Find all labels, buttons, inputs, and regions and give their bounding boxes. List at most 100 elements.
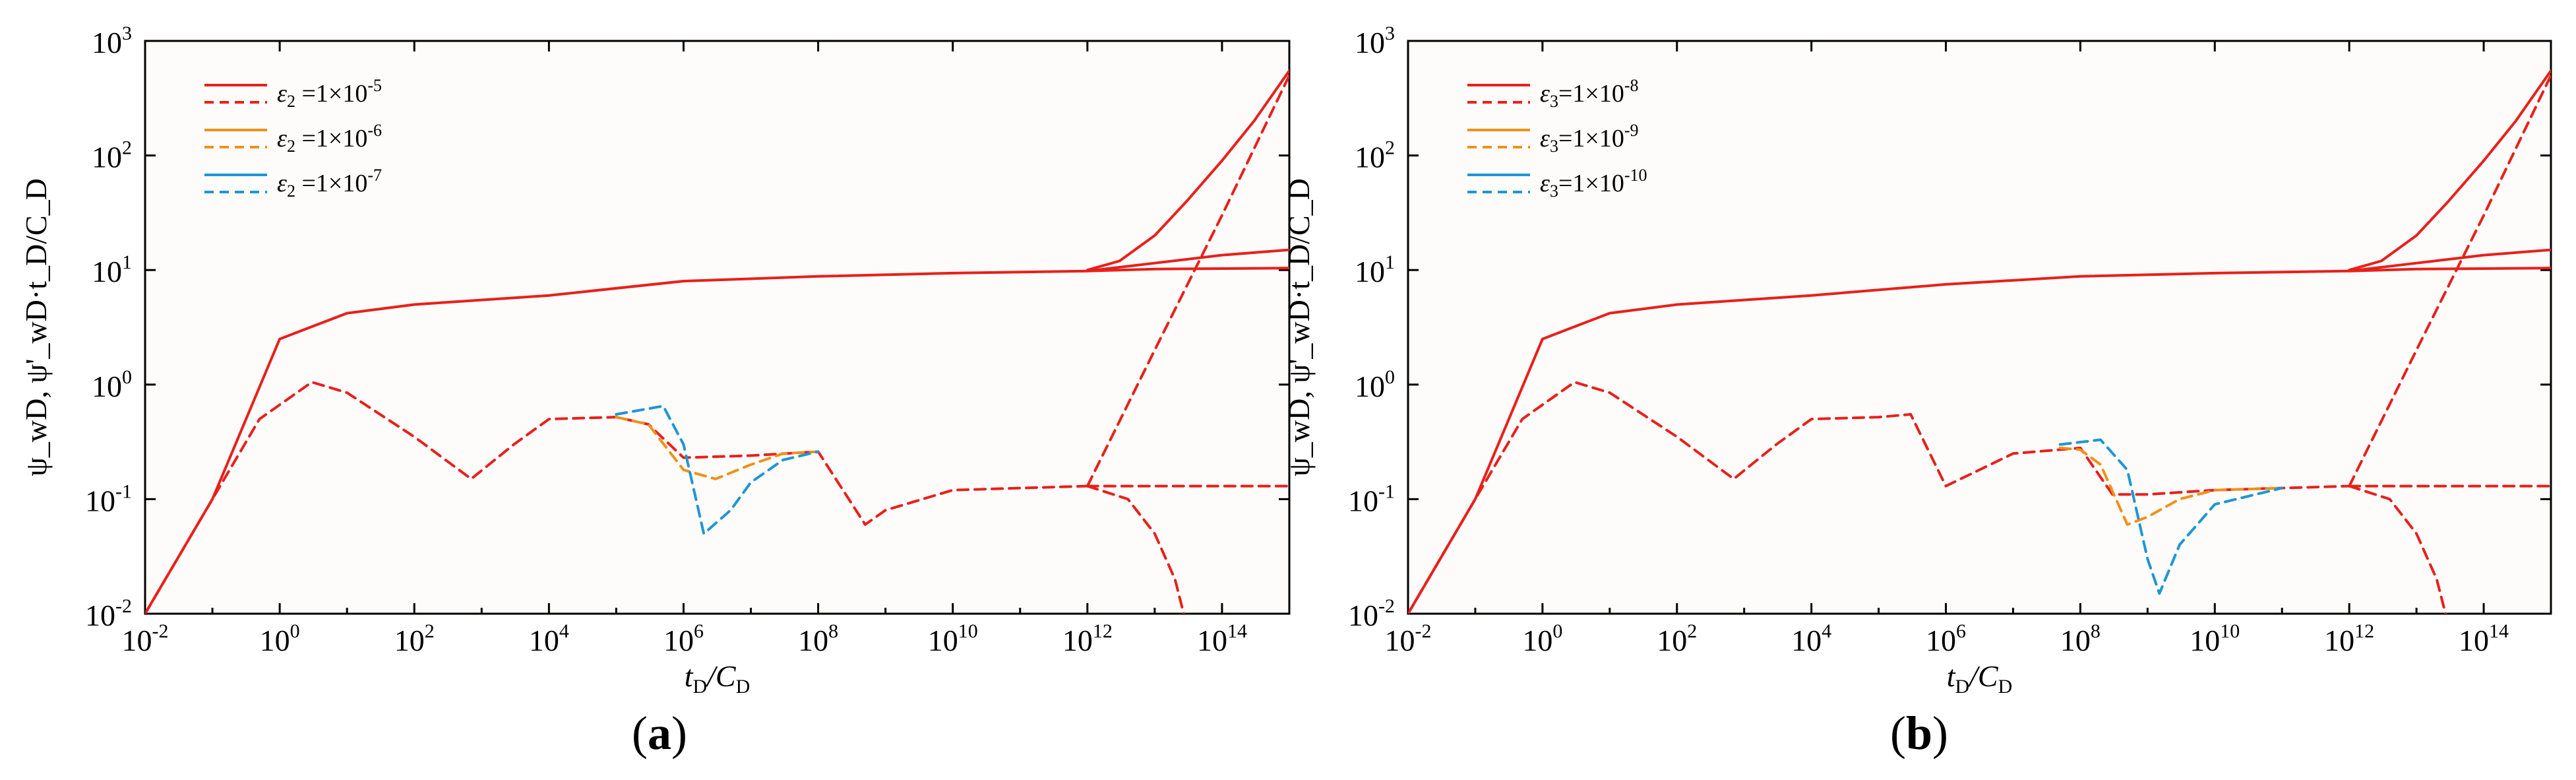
- legend-entry-label: ε3=1×10-10: [1540, 166, 1647, 201]
- legend-symbol: ε: [277, 80, 287, 108]
- y-tick-exponent: 2: [122, 137, 132, 159]
- x-tick-label: 1012: [2324, 620, 2374, 657]
- x-tick-label: 1014: [2459, 620, 2509, 657]
- series-line: [2348, 248, 2551, 273]
- y-tick-base: 10: [92, 26, 122, 59]
- legend-entry-label: ε2 =1×10-7: [277, 166, 382, 201]
- x-tick-exponent: 2: [425, 620, 435, 642]
- legend-text: =1×10: [1558, 125, 1624, 152]
- x-axis-label-main: t: [685, 659, 694, 693]
- legend-text: =1×10: [1558, 170, 1624, 197]
- x-tick-exponent: 4: [559, 620, 569, 642]
- y-tick-exponent: -1: [115, 480, 132, 502]
- y-tick-base: 10: [1348, 484, 1378, 517]
- x-tick-label: 10-2: [1385, 620, 1432, 657]
- legend-symbol: ε: [277, 170, 287, 197]
- x-tick-base: 10: [1926, 624, 1956, 657]
- x-tick-exponent: 12: [1093, 620, 1113, 642]
- series-line: [145, 267, 1289, 614]
- x-tick-base: 10: [1791, 624, 1822, 657]
- x-tick-base: 10: [1522, 624, 1552, 657]
- legend-entry-label: ε2 =1×10-6: [277, 121, 382, 156]
- y-tick-base: 10: [92, 141, 122, 174]
- x-tick-base: 10: [1657, 624, 1687, 657]
- y-tick-exponent: -2: [115, 595, 132, 617]
- x-tick-label: 1014: [1197, 620, 1247, 657]
- series-line: [2058, 446, 2284, 526]
- x-tick-label: 104: [1791, 620, 1831, 657]
- x-tick-exponent: 0: [1552, 620, 1562, 642]
- y-tick-label: 101: [1355, 251, 1395, 288]
- x-axis-label-sub2: D: [736, 676, 751, 698]
- x-tick-label: 108: [798, 620, 838, 657]
- series-line: [1408, 267, 2551, 614]
- panel-tag-close: ): [671, 707, 687, 760]
- y-axis-label: ψ_wD, ψ'_wD·t_D/C_D: [1282, 178, 1316, 476]
- legend-entry-label: ε3=1×10-9: [1540, 121, 1639, 156]
- x-tick-label: 100: [260, 620, 300, 657]
- legend-text: =1×10: [295, 80, 367, 108]
- x-tick-exponent: 12: [2354, 620, 2374, 642]
- y-tick-base: 10: [85, 599, 115, 632]
- plot-area-frame: [1407, 40, 2552, 615]
- series-line: [1408, 381, 2351, 614]
- x-tick-exponent: 8: [2091, 620, 2101, 642]
- x-tick-label: 102: [394, 620, 435, 657]
- x-tick-label: 104: [529, 620, 569, 657]
- y-tick-base: 10: [92, 255, 122, 288]
- legend-symbol: ε: [1540, 80, 1550, 108]
- y-tick-label: 100: [92, 366, 132, 403]
- series-line: [2058, 438, 2284, 595]
- legend-symbol: ε: [1540, 170, 1550, 197]
- x-tick-base: 10: [394, 624, 425, 657]
- x-axis-label-sub: D: [692, 676, 707, 698]
- y-tick-exponent: 3: [122, 22, 132, 44]
- x-tick-exponent: 8: [828, 620, 838, 642]
- y-tick-label: 10-1: [85, 480, 132, 517]
- y-tick-exponent: 2: [1385, 137, 1395, 159]
- legend-exponent: -10: [1624, 166, 1647, 185]
- x-tick-base: 10: [2324, 624, 2354, 657]
- legend-entry-label: ε3=1×10-8: [1540, 76, 1639, 111]
- y-tick-base: 10: [1348, 599, 1378, 632]
- x-tick-base: 10: [2060, 624, 2091, 657]
- y-tick-label: 101: [92, 251, 132, 288]
- x-tick-label: 1010: [928, 620, 978, 657]
- legend-exponent: -5: [367, 76, 382, 95]
- y-tick-exponent: 1: [122, 251, 132, 273]
- y-tick-base: 10: [85, 484, 115, 517]
- x-tick-base: 10: [2190, 624, 2220, 657]
- y-tick-label: 102: [92, 137, 132, 174]
- y-tick-base: 10: [1355, 141, 1385, 174]
- y-tick-base: 10: [1355, 255, 1385, 288]
- y-tick-label: 102: [1355, 137, 1395, 174]
- legend-text: =1×10: [295, 125, 367, 152]
- y-tick-base: 10: [92, 370, 122, 403]
- y-tick-label: 100: [1355, 366, 1395, 403]
- x-tick-label: 100: [1522, 620, 1562, 657]
- plot-series-group: [1408, 69, 2551, 614]
- x-tick-base: 10: [1197, 624, 1227, 657]
- x-tick-base: 10: [663, 624, 694, 657]
- y-tick-exponent: 1: [1385, 251, 1395, 273]
- x-tick-exponent: 0: [290, 620, 300, 642]
- x-axis-label-main: t: [1947, 659, 1956, 693]
- y-axis-label: ψ_wD, ψ'_wD·t_D/C_D: [19, 178, 53, 476]
- y-tick-base: 10: [1355, 370, 1385, 403]
- x-tick-exponent: 14: [2489, 620, 2509, 642]
- series-line: [1086, 74, 1289, 488]
- x-tick-label: 102: [1657, 620, 1697, 657]
- x-tick-base: 10: [928, 624, 958, 657]
- y-tick-exponent: 0: [122, 366, 132, 388]
- legend-subscript: 3: [1550, 137, 1558, 156]
- panel-tag-open: (: [1890, 707, 1906, 760]
- panel-tag-open: (: [632, 707, 648, 760]
- x-tick-exponent: 4: [1822, 620, 1831, 642]
- y-tick-base: 10: [1355, 26, 1385, 59]
- series-line: [615, 416, 820, 480]
- x-tick-base: 10: [122, 624, 152, 657]
- y-tick-label: 103: [1355, 22, 1395, 59]
- chart-panel-b: 10-2 100 102 104 106 108 1010 1012 101410-210-11…: [1282, 22, 2552, 760]
- legend-exponent: -6: [367, 121, 382, 140]
